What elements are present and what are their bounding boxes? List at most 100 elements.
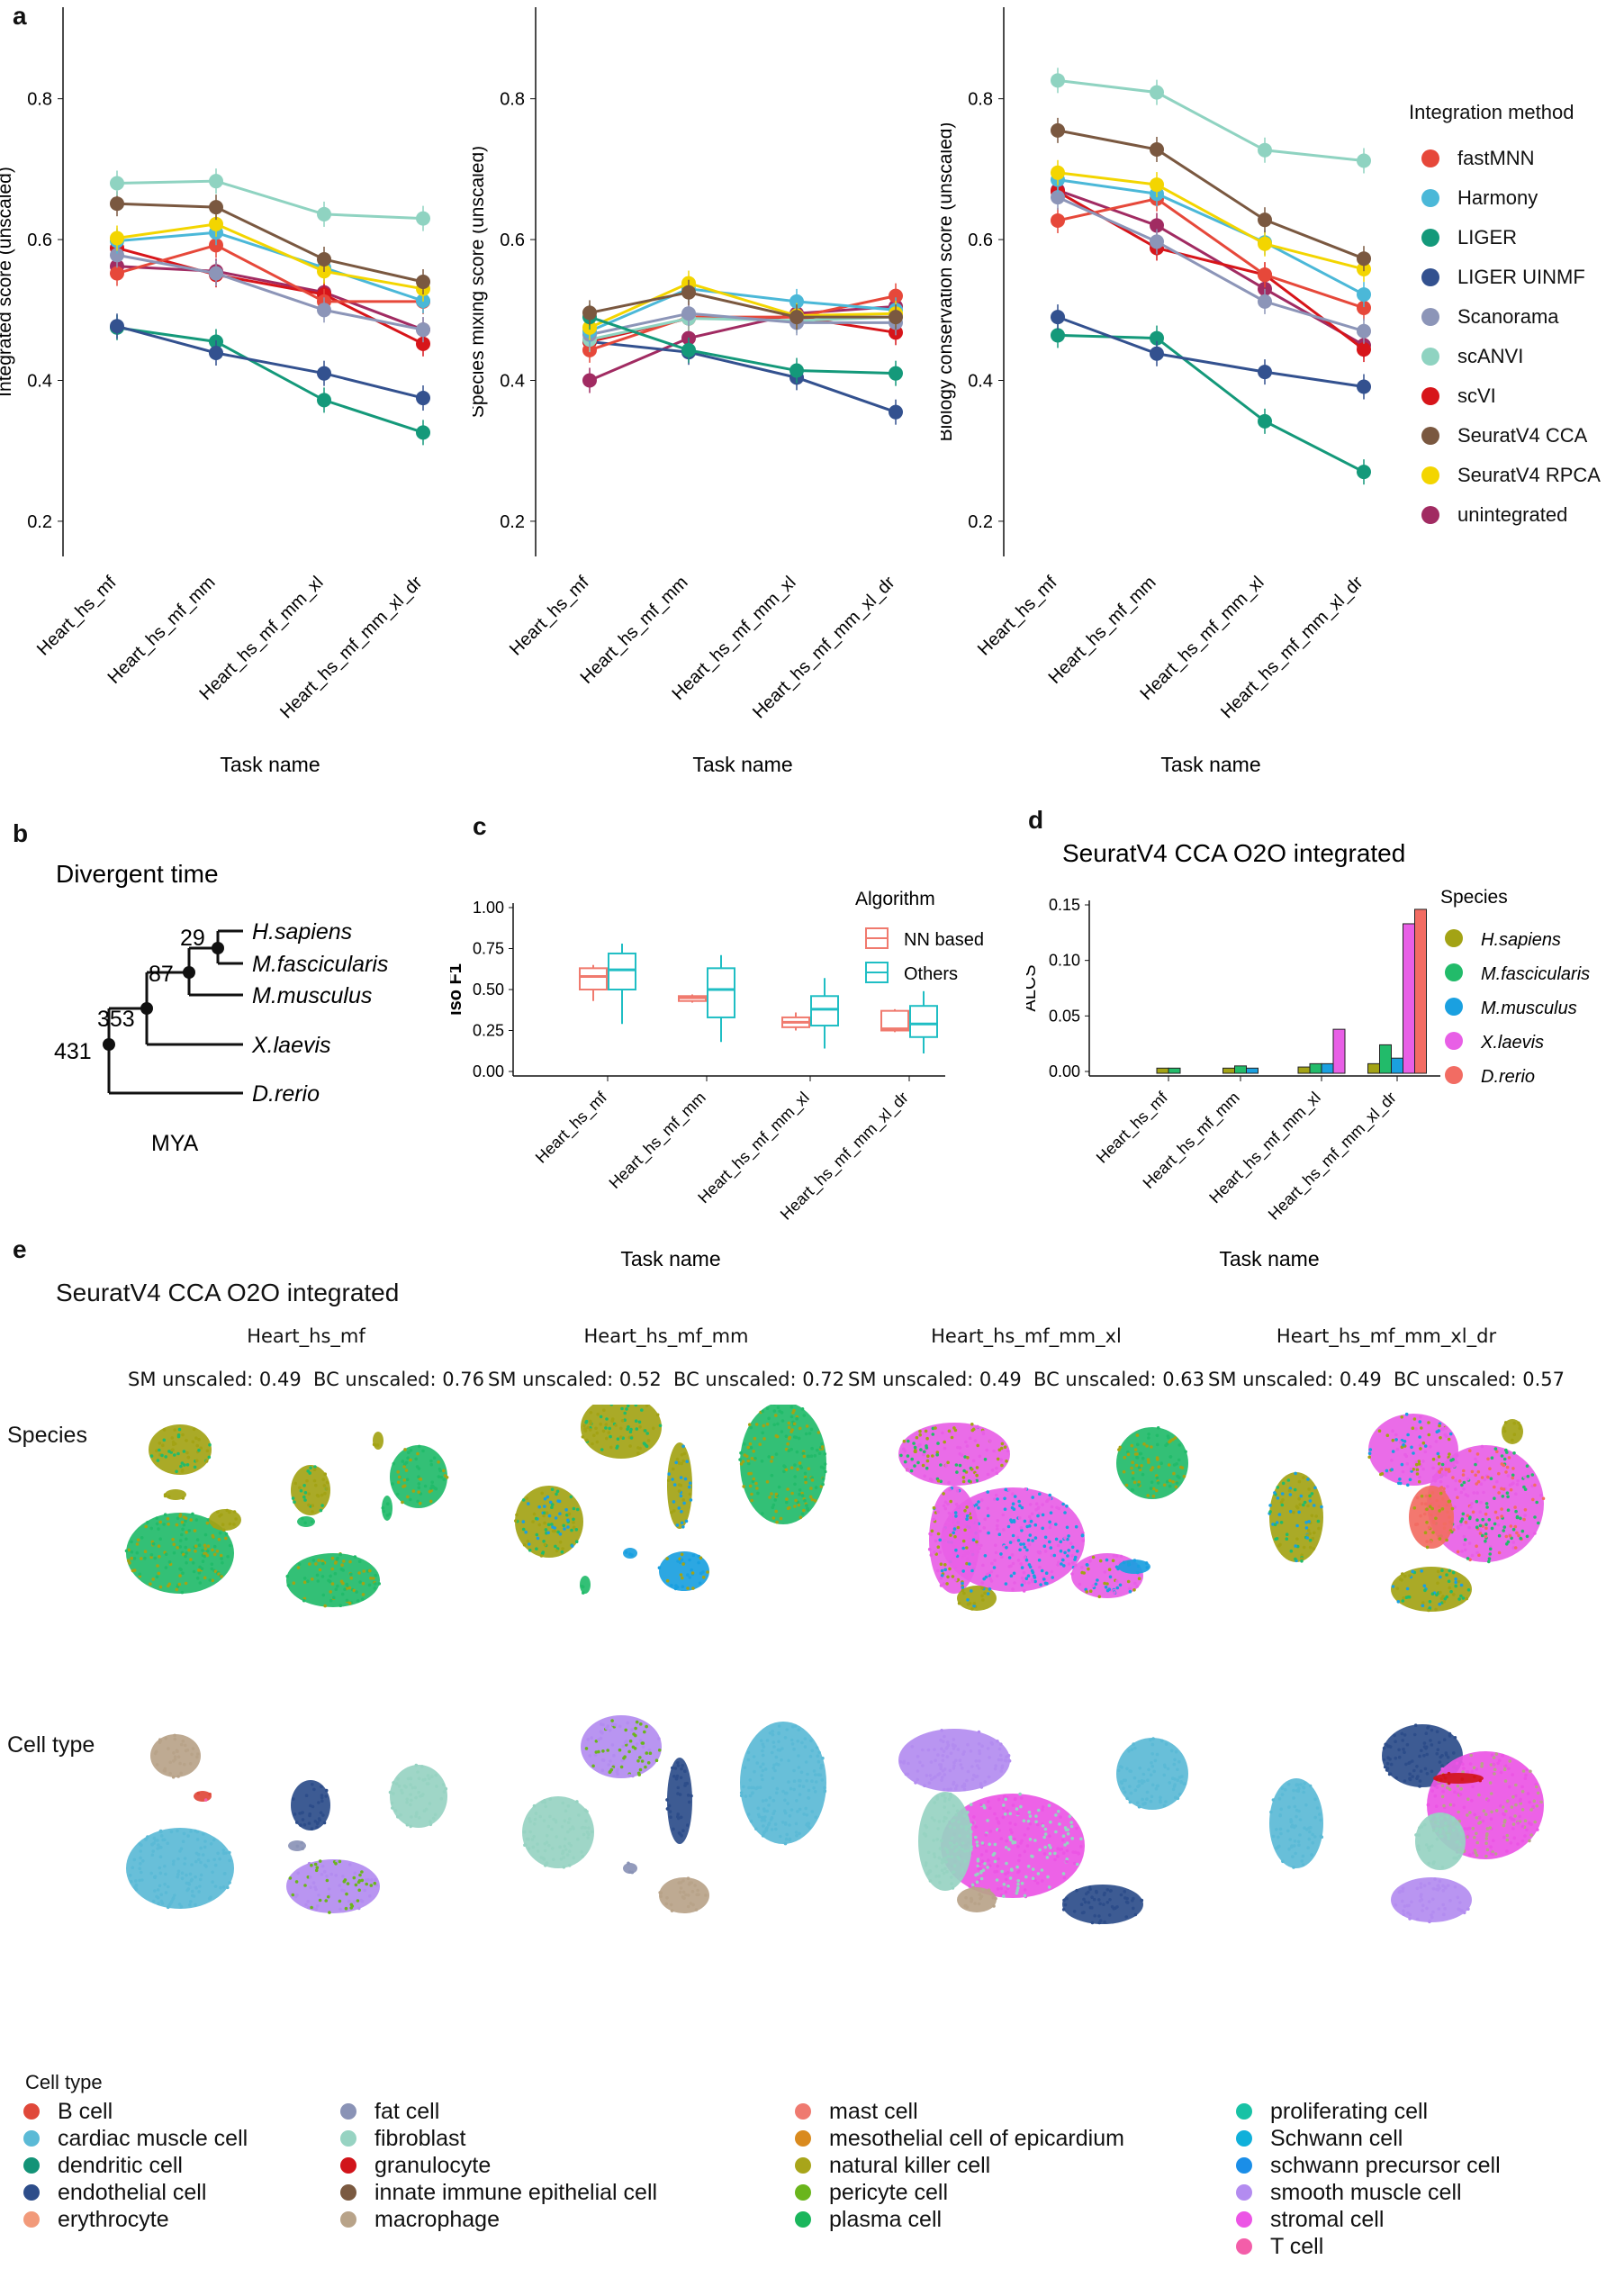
data-point	[1258, 294, 1272, 309]
cell-point	[563, 1527, 566, 1531]
cell-point	[1471, 1510, 1475, 1514]
cell-point	[191, 1512, 194, 1516]
cell-point	[1124, 1483, 1129, 1487]
cell-point	[934, 1426, 937, 1430]
cell-point	[1419, 1447, 1422, 1451]
cell-point	[439, 1796, 444, 1801]
cell-point	[948, 1567, 952, 1571]
cell-point	[683, 1769, 687, 1773]
cell-point	[994, 1543, 997, 1548]
cell-point	[216, 1851, 220, 1856]
cell-point	[1489, 1817, 1493, 1821]
cell-point	[947, 1429, 952, 1433]
cell-point	[1131, 1471, 1135, 1475]
cell-point	[748, 1794, 753, 1798]
cell-point	[641, 1741, 645, 1745]
cell-point	[1459, 1490, 1464, 1495]
cell-point	[762, 1424, 766, 1428]
cell-point	[1448, 1432, 1453, 1436]
cell-point	[1061, 1558, 1065, 1562]
cell-point	[1033, 1878, 1037, 1883]
cell-point	[211, 1880, 214, 1884]
cell-point	[173, 1758, 177, 1761]
cell-point	[1081, 1531, 1085, 1535]
cell-point	[1149, 1773, 1153, 1777]
cell-point	[1457, 1828, 1462, 1832]
cell-point	[1031, 1570, 1035, 1575]
cell-point	[936, 1827, 940, 1830]
data-point	[681, 285, 696, 300]
cell-point	[1176, 1767, 1179, 1772]
cell-point	[934, 1864, 939, 1868]
cell-point	[1168, 1781, 1171, 1785]
cell-point	[937, 1874, 941, 1878]
cell-point	[970, 1568, 974, 1573]
cell-point	[620, 1419, 625, 1423]
cell-point	[1018, 1792, 1022, 1796]
cell-point	[1036, 1514, 1040, 1518]
cell-point	[988, 1587, 992, 1591]
cell-point	[765, 1480, 770, 1484]
cell-point	[765, 1739, 770, 1742]
cell-point	[151, 1849, 155, 1853]
cell-point	[1065, 1858, 1069, 1861]
cell-point	[1398, 1889, 1403, 1894]
cell-point	[952, 1519, 956, 1523]
cell-point	[405, 1822, 410, 1827]
cell-point	[999, 1458, 1003, 1461]
cell-point	[965, 1778, 969, 1783]
cell-point	[934, 1539, 938, 1543]
cell-point	[1470, 1769, 1475, 1774]
bar-h-sapiens	[1367, 1062, 1380, 1074]
cell-point	[966, 1456, 970, 1460]
cell-point	[1008, 1812, 1013, 1816]
cell-point	[1444, 1751, 1448, 1755]
cell-point	[1401, 1572, 1404, 1576]
cell-point	[961, 1586, 965, 1590]
cell-point	[923, 1784, 926, 1787]
cell-point	[1011, 1840, 1015, 1844]
cell-point	[211, 1578, 214, 1583]
cell-point	[1163, 1765, 1167, 1769]
cell-point	[418, 1501, 422, 1505]
cell-point	[1492, 1756, 1496, 1759]
cell-point	[1288, 1509, 1293, 1514]
cell-point	[1489, 1763, 1493, 1767]
cell-point	[804, 1480, 807, 1485]
cell-point	[402, 1784, 407, 1788]
cell-point	[787, 1436, 791, 1441]
cell-point	[688, 1492, 692, 1496]
cell-point	[210, 1567, 214, 1571]
cell-point	[536, 1842, 539, 1846]
cell-point	[322, 1821, 327, 1825]
cell-point	[966, 1551, 970, 1555]
cell-point	[1451, 1528, 1456, 1532]
cell-point	[751, 1479, 755, 1484]
cell-point	[970, 1550, 974, 1553]
y-tick-label: 0.05	[1049, 1007, 1080, 1025]
cell-point	[961, 1569, 965, 1573]
cell-point	[1119, 1893, 1123, 1897]
cell-point	[550, 1827, 554, 1831]
cell-point	[1509, 1841, 1513, 1845]
cell-point	[1513, 1546, 1518, 1550]
legend-dot	[1421, 348, 1439, 366]
cell-point	[966, 1834, 970, 1839]
cell-point	[956, 1445, 960, 1450]
cell-point	[806, 1508, 810, 1512]
cell-point	[925, 1774, 929, 1777]
cell-point	[972, 1604, 976, 1608]
y-tick-label: 1.00	[473, 899, 504, 917]
cell-point	[158, 1442, 162, 1445]
cell-point	[1287, 1847, 1291, 1851]
cell-point	[1297, 1479, 1302, 1484]
cell-point	[325, 1480, 329, 1485]
cell-point	[1006, 1809, 1009, 1812]
cell-point	[951, 1870, 955, 1875]
cell-point	[1402, 1596, 1405, 1600]
cell-point	[1447, 1437, 1451, 1442]
cell-point	[365, 1882, 369, 1886]
cell-point	[305, 1478, 309, 1483]
cell-point	[392, 1461, 396, 1466]
cell-point	[591, 1442, 594, 1446]
